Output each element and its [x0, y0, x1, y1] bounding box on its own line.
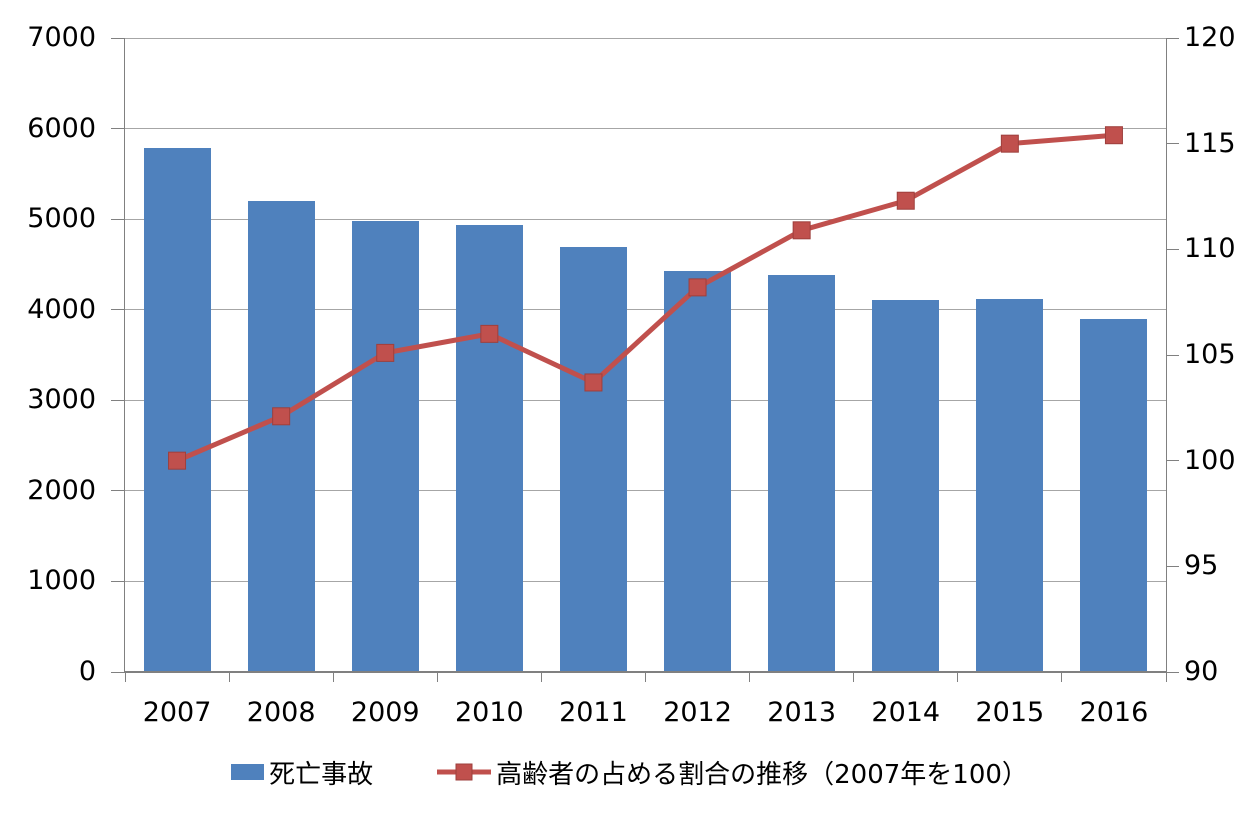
line-marker-2011: [584, 373, 603, 392]
x-axis-category-label: 2016: [1079, 697, 1149, 728]
y-axis-left-tick-label: 3000: [27, 384, 96, 416]
x-axis-category-label: 2008: [246, 697, 316, 728]
y-axis-left-tick-label: 4000: [27, 293, 96, 325]
gridline: [125, 309, 1166, 311]
bar-2014: [872, 299, 940, 672]
y-axis-left-tick: [111, 218, 125, 220]
x-axis-category-label: 2009: [350, 697, 420, 728]
bar-2009: [351, 220, 419, 672]
line-marker-2016: [1104, 126, 1123, 145]
x-axis-tick: [853, 672, 855, 682]
gridline: [125, 37, 1166, 39]
y-axis-right-tick: [1167, 460, 1179, 462]
y-axis-left-tick-label: 7000: [27, 22, 96, 53]
line-marker-2015: [1000, 134, 1019, 153]
y-axis-right-tick: [1167, 143, 1179, 145]
y-axis-right-tick-label: 120: [1184, 22, 1236, 53]
gridline: [125, 580, 1166, 582]
y-axis-left-tick-label: 0: [78, 656, 96, 687]
y-axis-left-tick: [111, 128, 125, 130]
x-axis-tick: [540, 672, 542, 682]
y-axis-right-tick-label: 95: [1184, 550, 1219, 582]
x-axis-tick: [645, 672, 646, 682]
x-axis-tick: [228, 672, 230, 682]
y-axis-right-tick-label: 115: [1184, 127, 1236, 159]
y-axis-left-tick: [111, 399, 125, 401]
y-axis-left-tick: [111, 490, 125, 492]
x-axis-line: [125, 671, 1167, 673]
y-axis-right-tick: [1167, 248, 1179, 250]
bar-2010: [455, 224, 523, 672]
y-axis-right-tick: [1167, 671, 1179, 673]
y-axis-left-tick: [111, 580, 125, 582]
bar-2011: [559, 247, 627, 672]
y-axis-right-tick: [1167, 354, 1179, 356]
y-axis-right-tick: [1167, 565, 1179, 567]
bar-2007: [143, 148, 211, 672]
y-axis-left-tick-label: 5000: [27, 203, 96, 235]
x-axis-tick: [332, 672, 334, 682]
line-series-path: [176, 132, 1115, 463]
line-series-swatch: [437, 763, 492, 781]
line-marker-2014: [896, 191, 915, 210]
x-axis-category-label: 2011: [559, 697, 628, 728]
x-axis-category-label: 2010: [454, 697, 524, 728]
gridline: [125, 218, 1166, 220]
y-axis-right-tick-label: 110: [1184, 233, 1236, 265]
bar-2012: [664, 270, 732, 672]
y-axis-left-tick-label: 2000: [27, 474, 96, 506]
x-axis-tick: [749, 672, 751, 682]
x-axis-category-label: 2013: [767, 697, 836, 728]
x-axis-tick: [436, 672, 438, 682]
x-axis-category-label: 2012: [663, 697, 732, 728]
line-series: [168, 126, 1123, 470]
line-marker-2007: [168, 451, 187, 470]
x-axis-tick: [1061, 672, 1063, 682]
line-marker-2013: [792, 221, 811, 240]
y-axis-left-tick: [111, 37, 125, 39]
legend: 死亡事故 高齢者の占める割合の推移（2007年を100）: [0, 750, 1259, 794]
x-axis-category-label: 2007: [142, 697, 212, 728]
line-marker-2012: [688, 278, 707, 297]
line-marker-2010: [480, 324, 499, 343]
y-axis-right-tick-label: 90: [1184, 656, 1219, 687]
y-axis-right-tick: [1167, 37, 1179, 39]
y-axis-left-line: [124, 38, 125, 672]
y-axis-right-line: [1166, 38, 1167, 672]
bar-2013: [768, 275, 836, 672]
legend-item-line-series: 高齢者の占める割合の推移（2007年を100）: [437, 754, 1028, 791]
x-axis-tick: [124, 672, 126, 682]
x-axis-tick: [957, 672, 959, 682]
y-axis-left-tick: [111, 671, 125, 673]
x-axis-category-label: 2015: [975, 697, 1045, 728]
gridline: [125, 128, 1166, 130]
legend-label-line-series: 高齢者の占める割合の推移（2007年を100）: [496, 759, 1028, 790]
line-marker-2009: [376, 343, 395, 362]
x-axis-tick: [1165, 672, 1167, 682]
bar-2008: [247, 201, 315, 672]
line-marker-2008: [272, 407, 291, 426]
y-axis-left-tick: [111, 309, 125, 311]
y-axis-right-tick-label: 100: [1184, 444, 1236, 476]
x-axis-category-label: 2014: [871, 697, 941, 728]
y-axis-left-tick-label: 6000: [27, 112, 96, 144]
y-axis-right-tick-label: 105: [1184, 339, 1236, 370]
y-axis-left-tick-label: 1000: [27, 565, 96, 597]
bar-2015: [976, 298, 1044, 672]
legend-item-bar-series: 死亡事故: [231, 754, 373, 791]
gridline: [125, 490, 1166, 492]
gridline: [125, 399, 1166, 401]
legend-marker-glyph: [455, 763, 473, 781]
bar-series-swatch: [231, 764, 265, 780]
bar-2016: [1080, 318, 1148, 672]
legend-label-bar-series: 死亡事故: [269, 759, 374, 790]
